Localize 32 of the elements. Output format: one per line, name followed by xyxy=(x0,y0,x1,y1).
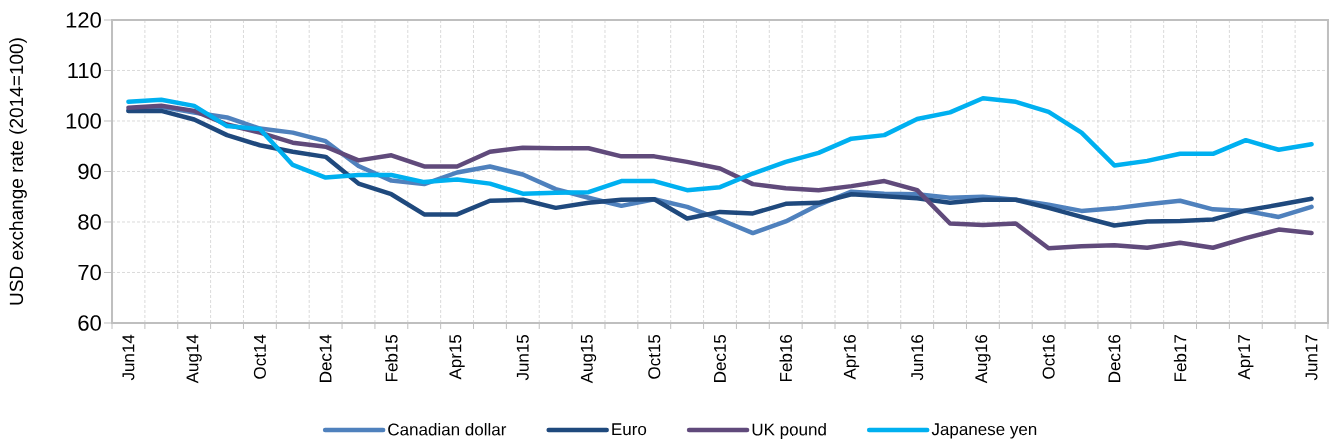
y-tick-label: 90 xyxy=(78,163,101,180)
x-tick-label: Aug14 xyxy=(186,334,202,384)
x-tick-label: Feb15 xyxy=(385,334,398,381)
x-tick-label: Oct16 xyxy=(1042,334,1055,379)
x-tick-label: Aug16 xyxy=(975,334,991,384)
y-tick-label: 70 xyxy=(78,264,101,281)
x-tick-label: Feb16 xyxy=(779,334,792,381)
x-tick-label: Oct14 xyxy=(253,334,266,379)
x-tick-label: Feb17 xyxy=(1173,335,1187,381)
legend-label: Euro xyxy=(612,423,647,436)
y-axis-title: USD exchange rate (2014=100) xyxy=(9,38,27,305)
x-tick-label: Dec16 xyxy=(1108,334,1121,382)
legend-label: Canadian dollar xyxy=(388,423,507,436)
legend-label: Japanese yen xyxy=(931,423,1037,439)
y-tick-label: 100 xyxy=(66,113,101,129)
y-tick-label: 80 xyxy=(78,214,101,230)
legend-label: UK pound xyxy=(752,423,826,439)
x-tick-label: Jun14 xyxy=(122,334,135,381)
x-tick-label: Aug15 xyxy=(580,334,597,384)
line-series xyxy=(126,96,1314,196)
y-tick-label: 110 xyxy=(68,62,101,79)
x-tick-label: Jun15 xyxy=(516,334,529,381)
x-tick-label: Jun16 xyxy=(911,334,924,381)
x-tick-label: Oct15 xyxy=(648,334,661,379)
x-tick-label: Apr15 xyxy=(449,334,465,380)
y-tick-label: 120 xyxy=(66,12,101,28)
y-tick-label: 60 xyxy=(78,315,101,331)
x-tick-label: Dec14 xyxy=(319,334,332,382)
x-tick-label: Dec15 xyxy=(714,334,726,382)
x-tick-label: Jun17 xyxy=(1305,335,1318,381)
x-tick-label: Apr16 xyxy=(843,334,860,380)
x-tick-label: Apr17 xyxy=(1238,335,1254,380)
